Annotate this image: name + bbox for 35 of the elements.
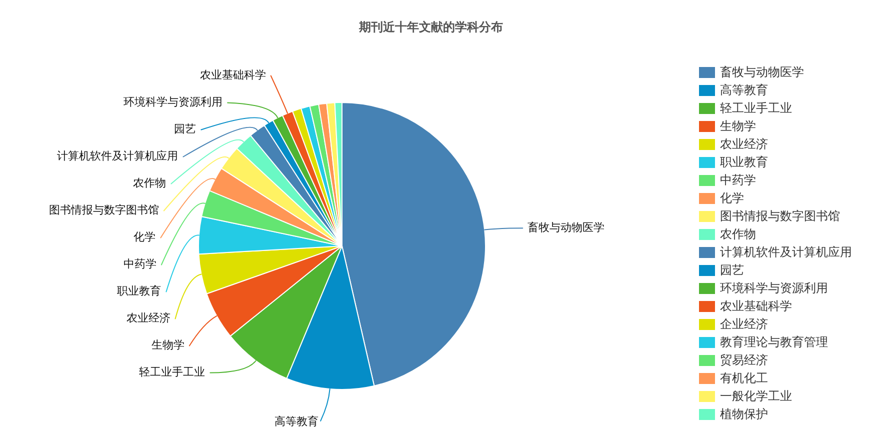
data-label: 农业经济 xyxy=(126,312,170,325)
legend-label: 教育理论与教育管理 xyxy=(720,334,828,350)
data-label: 生物学 xyxy=(151,338,184,352)
legend-label: 有机化工 xyxy=(720,370,768,386)
legend-label: 贸易经济 xyxy=(720,352,768,368)
legend-label: 计算机软件及计算机应用 xyxy=(720,244,852,260)
legend-label: 化学 xyxy=(720,190,744,206)
legend-label: 高等教育 xyxy=(720,82,768,98)
legend-label: 企业经济 xyxy=(720,316,768,332)
legend-label: 图书情报与数字图书馆 xyxy=(720,208,840,224)
data-label: 高等教育 xyxy=(274,414,319,428)
legend-label: 植物保护 xyxy=(720,406,768,422)
legend-label: 农作物 xyxy=(720,226,756,242)
legend-label: 中药学 xyxy=(720,172,756,188)
data-label: 园艺 xyxy=(174,122,196,136)
legend-label: 农业经济 xyxy=(720,136,768,152)
legend-label: 农业基础科学 xyxy=(720,298,792,314)
data-label: 畜牧与动物医学 xyxy=(528,220,605,234)
data-label: 计算机软件及计算机应用 xyxy=(57,150,178,163)
legend-label: 环境科学与资源利用 xyxy=(720,280,828,296)
data-label: 农作物 xyxy=(133,176,166,190)
legend-label: 一般化学工业 xyxy=(720,388,792,404)
data-label: 轻工业手工业 xyxy=(139,366,206,379)
data-label: 环境科学与资源利用 xyxy=(124,96,223,109)
legend-label: 生物学 xyxy=(720,118,756,134)
legend-label: 职业教育 xyxy=(720,154,768,170)
data-label: 职业教育 xyxy=(117,284,162,298)
legend-label: 轻工业手工业 xyxy=(720,100,792,116)
chart-title: 期刊近十年文献的学科分布 xyxy=(358,20,504,34)
legend-label: 园艺 xyxy=(720,262,744,278)
legend-label: 畜牧与动物医学 xyxy=(720,64,804,80)
data-label: 中药学 xyxy=(123,258,156,271)
data-label: 图书情报与数字图书馆 xyxy=(48,204,159,217)
data-label: 农业基础科学 xyxy=(200,68,266,82)
data-label: 化学 xyxy=(134,230,156,244)
